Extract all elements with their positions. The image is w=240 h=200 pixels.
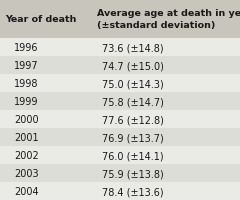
Text: 77.6 (±12.8): 77.6 (±12.8) (102, 115, 164, 124)
Text: Year of death: Year of death (5, 15, 76, 24)
Bar (0, 93, 240, 111)
Text: 76.9 (±13.7): 76.9 (±13.7) (102, 132, 164, 142)
Text: 75.8 (±14.7): 75.8 (±14.7) (102, 97, 164, 107)
Text: 1996: 1996 (14, 43, 39, 53)
Text: 1998: 1998 (14, 79, 39, 89)
Bar (0, 75, 240, 93)
Text: 74.7 (±15.0): 74.7 (±15.0) (102, 61, 164, 71)
Text: 2003: 2003 (14, 168, 39, 178)
Text: 2000: 2000 (14, 115, 39, 124)
Text: 75.0 (±14.3): 75.0 (±14.3) (102, 79, 164, 89)
Bar (0, 128, 240, 146)
Text: 2002: 2002 (14, 150, 39, 160)
Text: 73.6 (±14.8): 73.6 (±14.8) (102, 43, 164, 53)
Text: 1997: 1997 (14, 61, 39, 71)
Text: 1999: 1999 (14, 97, 39, 107)
Text: 2004: 2004 (14, 186, 39, 196)
Text: 76.0 (±14.1): 76.0 (±14.1) (102, 150, 164, 160)
Bar (0, 146, 240, 164)
Text: Average age at death in years
(±standard deviation): Average age at death in years (±standard… (97, 9, 240, 30)
Text: 78.4 (±13.6): 78.4 (±13.6) (102, 186, 164, 196)
Bar (0, 57, 240, 75)
Bar (0, 182, 240, 200)
Text: 75.9 (±13.8): 75.9 (±13.8) (102, 168, 164, 178)
Text: 2001: 2001 (14, 132, 39, 142)
Bar (0, 39, 240, 57)
Bar (0, 0, 240, 39)
Bar (0, 164, 240, 182)
Bar (0, 111, 240, 128)
